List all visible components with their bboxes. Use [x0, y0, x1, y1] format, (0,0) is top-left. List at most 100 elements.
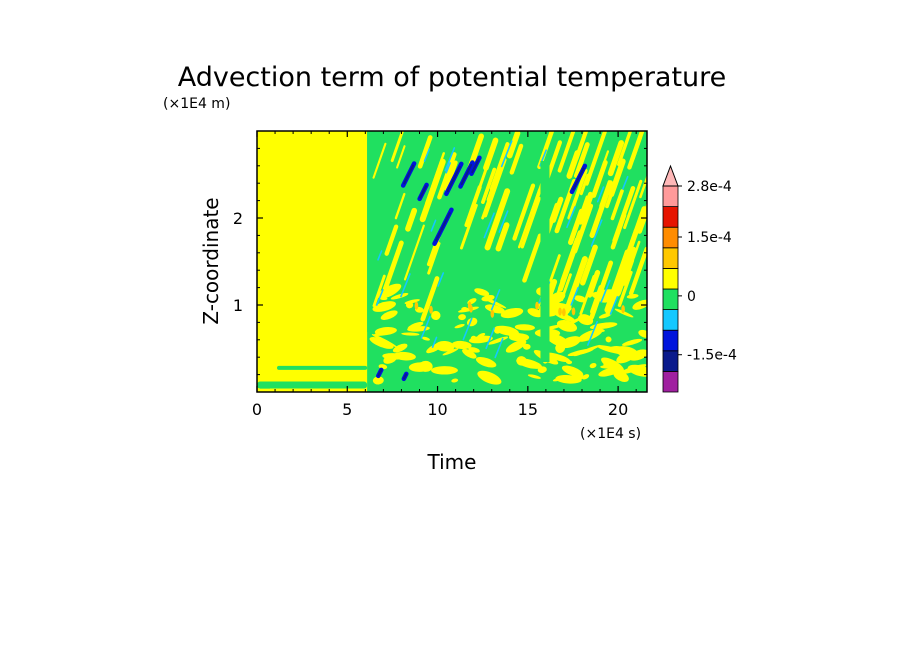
field-patch — [418, 360, 433, 372]
field-patch — [547, 291, 566, 305]
field-patch — [537, 366, 547, 374]
field-patch — [605, 336, 612, 343]
field-patch — [468, 347, 480, 353]
field-patch — [626, 294, 639, 299]
x-tick-label: 10 — [427, 400, 447, 419]
field-patch — [426, 342, 444, 354]
field-patch-positive — [414, 301, 419, 310]
field-streak-cyan — [445, 162, 451, 174]
field-streak — [610, 212, 627, 250]
field-streak-cyan — [622, 175, 629, 190]
field-streak — [610, 189, 624, 221]
colorbar-swatch — [662, 329, 679, 352]
plot-frame — [256, 130, 648, 393]
field-patch — [407, 321, 424, 330]
field-streak-cyan — [494, 337, 504, 359]
field-patch — [522, 343, 531, 350]
field-streak-cyan — [609, 296, 619, 315]
field-boundary-layer — [260, 384, 270, 389]
field-patch — [458, 314, 466, 321]
field-streak — [573, 142, 590, 179]
field-streak — [607, 140, 625, 177]
field-streak-cyan — [570, 286, 579, 306]
field-patch — [594, 289, 621, 300]
field-streak — [394, 192, 406, 220]
field-streak — [509, 143, 524, 175]
field-streak — [437, 152, 457, 200]
field-streak — [631, 136, 643, 161]
field-streak — [403, 224, 425, 281]
field-streak-cyan — [430, 219, 437, 232]
field-streak-negative-core — [435, 212, 451, 242]
field-streak — [425, 152, 445, 205]
y-axis-ticks: 12 — [233, 147, 647, 376]
field-patch — [374, 327, 397, 336]
field-streak — [617, 270, 633, 307]
field-patch — [545, 332, 571, 348]
field-streak-negative-core — [403, 164, 415, 185]
x-axis-title: Time — [427, 450, 477, 474]
field-patch — [621, 338, 643, 346]
field-patch — [421, 336, 430, 341]
colorbar-swatch — [662, 185, 679, 208]
colorbar-swatch — [662, 247, 679, 269]
field-streak — [459, 203, 478, 250]
field-patch-positive — [558, 307, 562, 316]
y-axis-title: Z-coordinate — [199, 197, 223, 324]
y-tick-label: 2 — [233, 209, 243, 228]
field-patch — [431, 366, 458, 375]
field-streak — [629, 240, 641, 269]
field-streak-negative-core — [460, 163, 473, 186]
field-patch — [577, 328, 603, 342]
field-streak — [522, 233, 543, 283]
field-streak — [560, 237, 578, 283]
field-streak-cyan — [590, 219, 603, 247]
colorbar-swatch — [662, 267, 679, 290]
field-patch — [571, 369, 584, 381]
chart-title: Advection term of potential temperature — [178, 62, 727, 93]
colorbar-extend-triangle — [662, 164, 679, 187]
x-axis-ticks: 0 5 10 15 20 — [252, 131, 637, 419]
field-streak — [550, 196, 564, 223]
field-patch — [372, 376, 384, 385]
field-streak — [580, 244, 598, 286]
field-streak — [481, 167, 497, 204]
field-patch-positive — [429, 305, 433, 314]
field-boundary-layer — [257, 381, 368, 389]
field-streak — [420, 276, 440, 322]
field-streak — [382, 240, 404, 292]
field-patch — [380, 310, 398, 320]
field-streak-cyan — [444, 147, 456, 172]
field-patch — [500, 307, 524, 319]
field-streak — [427, 241, 441, 275]
field-patch — [581, 374, 590, 380]
colorbar-swatch — [662, 226, 679, 249]
field-streak — [591, 160, 608, 198]
field-patch — [377, 283, 402, 299]
field-patch-positive — [562, 308, 566, 317]
x-tick-label: 0 — [252, 400, 262, 419]
x-tick-label: 20 — [608, 400, 628, 419]
field-patch — [371, 334, 397, 348]
field-streak — [617, 131, 632, 167]
field-patch — [574, 295, 587, 303]
field-streak-negative-core — [471, 158, 480, 174]
field-patch — [470, 335, 478, 343]
colorbar-swatch — [662, 370, 679, 393]
field-streak-cyan — [431, 336, 438, 348]
field-patch — [475, 356, 497, 368]
colorbar-label: 0 — [687, 289, 696, 305]
field-patch — [552, 377, 564, 382]
x-tick-label: 15 — [518, 400, 538, 419]
field-front — [540, 161, 550, 362]
field-streak — [396, 145, 406, 169]
field-boundary-layer — [277, 365, 368, 370]
field-patch — [454, 324, 465, 329]
field-streak — [589, 180, 614, 239]
field-streak-cyan — [498, 210, 509, 233]
field-streak — [495, 222, 510, 252]
field-streak — [506, 131, 521, 159]
field-patch — [484, 304, 505, 314]
field-streak — [627, 206, 647, 253]
field-streak-cyan — [420, 316, 431, 339]
